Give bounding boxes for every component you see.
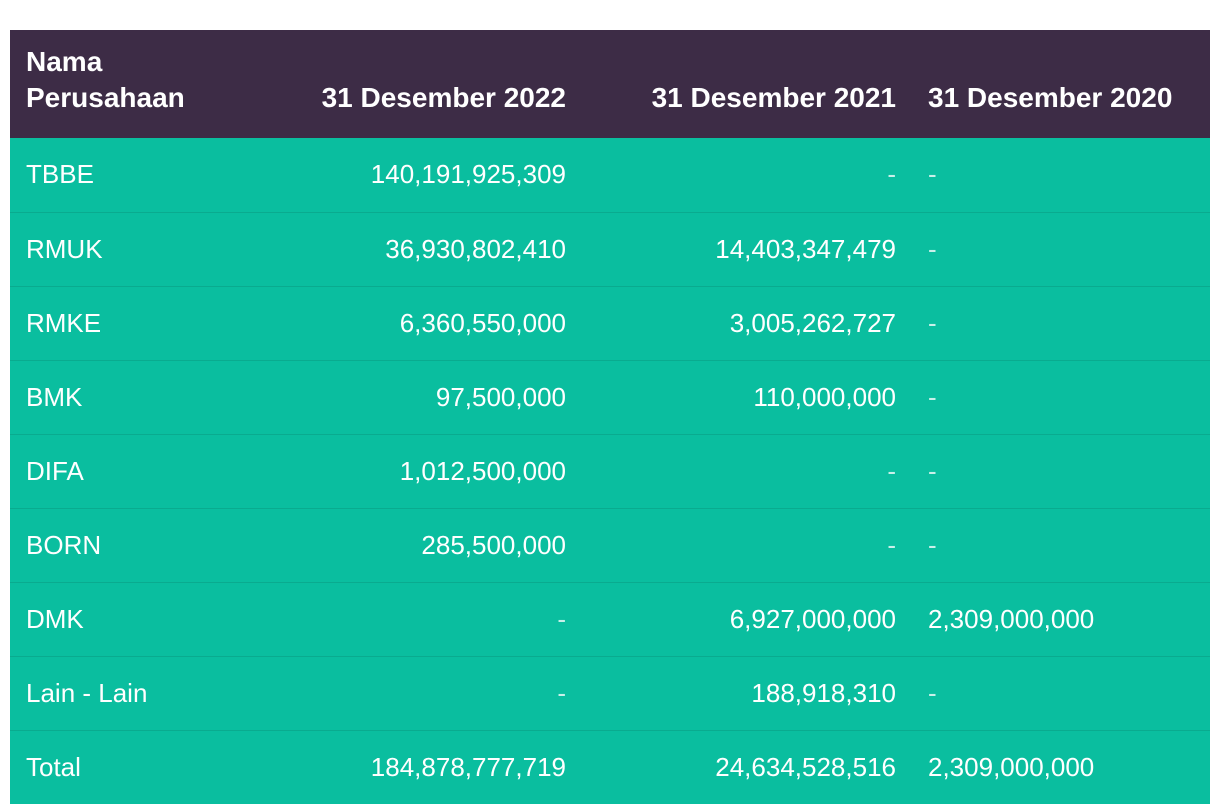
cell-2021: 14,403,347,479 bbox=[715, 233, 896, 264]
cell-2022: 1,012,500,000 bbox=[399, 455, 566, 486]
company-table: Nama Perusahaan 31 Desember 2022 31 Dese… bbox=[10, 30, 1210, 804]
header-2022: 31 Desember 2022 bbox=[321, 82, 566, 113]
cell-company: BORN bbox=[26, 529, 102, 560]
table-body: TBBE 140,191,925,309 - - RMUK 36,930,802… bbox=[10, 138, 1210, 804]
cell-company: Lain - Lain bbox=[26, 677, 148, 708]
cell-2020: - bbox=[928, 455, 937, 486]
cell-2021: - bbox=[887, 159, 896, 190]
cell-company: BMK bbox=[26, 381, 83, 412]
table-row: Lain - Lain - 188,918,310 - bbox=[10, 656, 1210, 730]
table-row: BORN 285,500,000 - - bbox=[10, 508, 1210, 582]
table-header: Nama Perusahaan 31 Desember 2022 31 Dese… bbox=[10, 30, 1210, 138]
table-row: DMK - 6,927,000,000 2,309,000,000 bbox=[10, 582, 1210, 656]
header-2021: 31 Desember 2021 bbox=[651, 82, 896, 113]
cell-2021: 3,005,262,727 bbox=[729, 307, 896, 338]
cell-2022: 140,191,925,309 bbox=[370, 159, 566, 190]
cell-company: DIFA bbox=[26, 455, 84, 486]
cell-2022: 184,878,777,719 bbox=[370, 751, 566, 782]
cell-company: DMK bbox=[26, 603, 84, 634]
table-row: RMKE 6,360,550,000 3,005,262,727 - bbox=[10, 286, 1210, 360]
cell-company: RMUK bbox=[26, 233, 103, 264]
cell-2022: 97,500,000 bbox=[435, 381, 566, 412]
cell-2022: 6,360,550,000 bbox=[399, 307, 566, 338]
cell-2020: - bbox=[928, 529, 937, 560]
cell-2021: 24,634,528,516 bbox=[715, 751, 896, 782]
cell-2020: - bbox=[928, 677, 937, 708]
cell-2021: - bbox=[887, 529, 896, 560]
cell-2022: 285,500,000 bbox=[421, 529, 566, 560]
table-row-total: Total 184,878,777,719 24,634,528,516 2,3… bbox=[10, 730, 1210, 804]
cell-2020: 2,309,000,000 bbox=[928, 751, 1095, 782]
header-2020: 31 Desember 2020 bbox=[928, 82, 1173, 113]
cell-2020: - bbox=[928, 233, 937, 264]
cell-2022: 36,930,802,410 bbox=[385, 233, 566, 264]
company-table-container: Nama Perusahaan 31 Desember 2022 31 Dese… bbox=[10, 30, 1210, 804]
cell-2021: 188,918,310 bbox=[751, 677, 896, 708]
cell-company: RMKE bbox=[26, 307, 102, 338]
cell-2022: - bbox=[557, 677, 566, 708]
cell-2021: 110,000,000 bbox=[753, 381, 896, 412]
cell-company: Total bbox=[26, 751, 81, 782]
cell-2021: - bbox=[887, 455, 896, 486]
table-row: BMK 97,500,000 110,000,000 - bbox=[10, 360, 1210, 434]
cell-2022: - bbox=[557, 603, 566, 634]
cell-2021: 6,927,000,000 bbox=[729, 603, 896, 634]
table-row: DIFA 1,012,500,000 - - bbox=[10, 434, 1210, 508]
header-company-name: Nama Perusahaan bbox=[26, 46, 185, 113]
header-row: Nama Perusahaan 31 Desember 2022 31 Dese… bbox=[10, 30, 1210, 138]
cell-2020: 2,309,000,000 bbox=[928, 603, 1095, 634]
cell-2020: - bbox=[928, 307, 937, 338]
cell-2020: - bbox=[928, 159, 937, 190]
cell-2020: - bbox=[928, 381, 937, 412]
cell-company: TBBE bbox=[26, 159, 94, 190]
table-row: TBBE 140,191,925,309 - - bbox=[10, 138, 1210, 212]
table-row: RMUK 36,930,802,410 14,403,347,479 - bbox=[10, 212, 1210, 286]
